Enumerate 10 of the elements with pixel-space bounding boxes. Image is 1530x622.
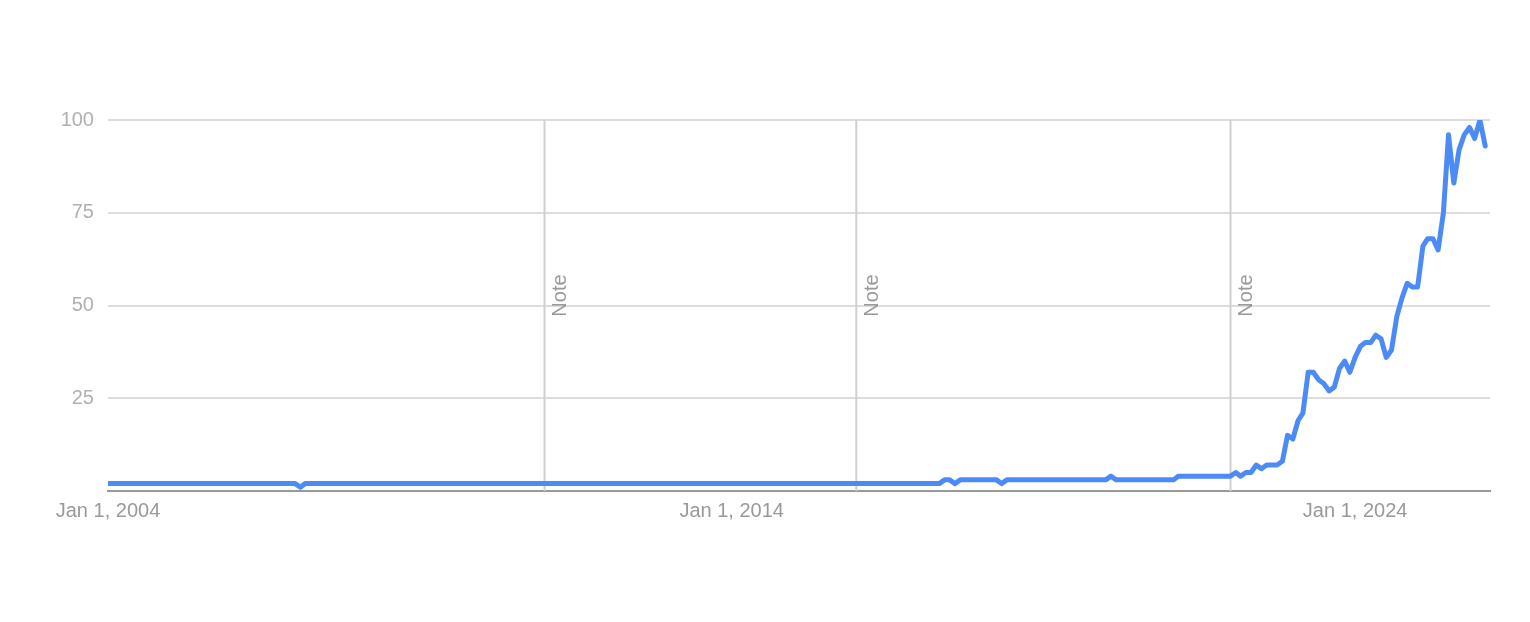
y-tick-label: 100 — [60, 107, 94, 130]
x-tick-label: Jan 1, 2014 — [679, 498, 784, 521]
y-tick-label: 50 — [71, 293, 94, 316]
ref-line-label: Note — [859, 274, 882, 317]
ref-line-label: Note — [1234, 274, 1257, 317]
x-tick-label: Jan 1, 2024 — [1302, 498, 1408, 521]
y-tick-label: 75 — [71, 200, 94, 223]
y-tick-label: 25 — [71, 385, 94, 408]
ref-line-label: Note — [548, 274, 571, 317]
x-tick-label: Jan 1, 2004 — [55, 498, 161, 521]
